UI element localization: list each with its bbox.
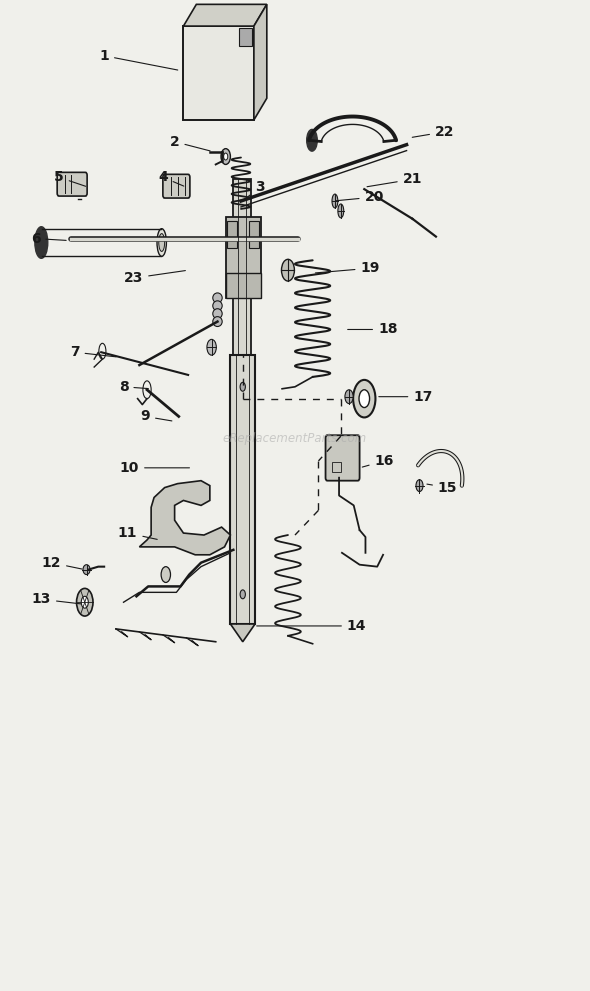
Text: 13: 13: [32, 593, 81, 606]
Polygon shape: [139, 481, 231, 555]
Ellipse shape: [213, 317, 222, 326]
FancyBboxPatch shape: [326, 435, 359, 481]
Text: 8: 8: [119, 380, 148, 393]
Text: 15: 15: [427, 481, 457, 495]
Text: 18: 18: [348, 322, 398, 337]
Ellipse shape: [213, 301, 222, 311]
Bar: [228, 221, 237, 249]
Text: 23: 23: [124, 271, 185, 285]
Text: 9: 9: [140, 409, 172, 423]
Ellipse shape: [240, 383, 245, 391]
Ellipse shape: [213, 309, 222, 319]
Text: 7: 7: [70, 345, 116, 359]
Bar: [249, 221, 258, 249]
Ellipse shape: [81, 597, 88, 608]
Text: 12: 12: [41, 556, 82, 570]
Text: 21: 21: [367, 172, 422, 186]
Ellipse shape: [332, 194, 338, 208]
Bar: [332, 462, 341, 472]
Polygon shape: [231, 624, 255, 642]
Ellipse shape: [224, 153, 228, 160]
Bar: [239, 28, 252, 46]
Ellipse shape: [157, 229, 166, 257]
Text: 2: 2: [170, 135, 210, 151]
Ellipse shape: [35, 227, 48, 259]
Polygon shape: [254, 4, 267, 120]
Text: 5: 5: [54, 170, 86, 186]
Bar: [226, 217, 261, 298]
Bar: [226, 274, 261, 298]
Ellipse shape: [338, 204, 344, 218]
Text: 6: 6: [31, 232, 66, 246]
Text: 20: 20: [336, 190, 384, 204]
Ellipse shape: [345, 389, 353, 403]
Text: 14: 14: [257, 619, 366, 633]
Text: 10: 10: [120, 461, 189, 475]
Ellipse shape: [161, 567, 171, 583]
Text: 22: 22: [412, 125, 454, 139]
Text: 1: 1: [99, 49, 178, 70]
Text: 19: 19: [316, 262, 380, 275]
FancyBboxPatch shape: [163, 174, 190, 198]
Ellipse shape: [207, 339, 217, 355]
Ellipse shape: [213, 293, 222, 303]
Text: 16: 16: [362, 454, 394, 468]
Text: 17: 17: [379, 389, 432, 403]
Ellipse shape: [416, 480, 423, 492]
Ellipse shape: [240, 590, 245, 599]
Ellipse shape: [77, 589, 93, 616]
Ellipse shape: [307, 130, 317, 152]
Ellipse shape: [281, 260, 294, 281]
Bar: [231, 355, 255, 624]
Ellipse shape: [359, 389, 369, 407]
Ellipse shape: [83, 565, 90, 575]
Text: 3: 3: [247, 180, 264, 197]
Text: 4: 4: [158, 170, 184, 186]
Bar: [233, 179, 251, 355]
Polygon shape: [183, 26, 254, 120]
FancyBboxPatch shape: [57, 172, 87, 196]
Text: eReplacementParts.com: eReplacementParts.com: [223, 432, 367, 445]
Ellipse shape: [159, 234, 165, 252]
Text: 11: 11: [118, 526, 157, 540]
Ellipse shape: [353, 380, 375, 417]
Polygon shape: [183, 4, 267, 26]
Ellipse shape: [221, 149, 231, 165]
